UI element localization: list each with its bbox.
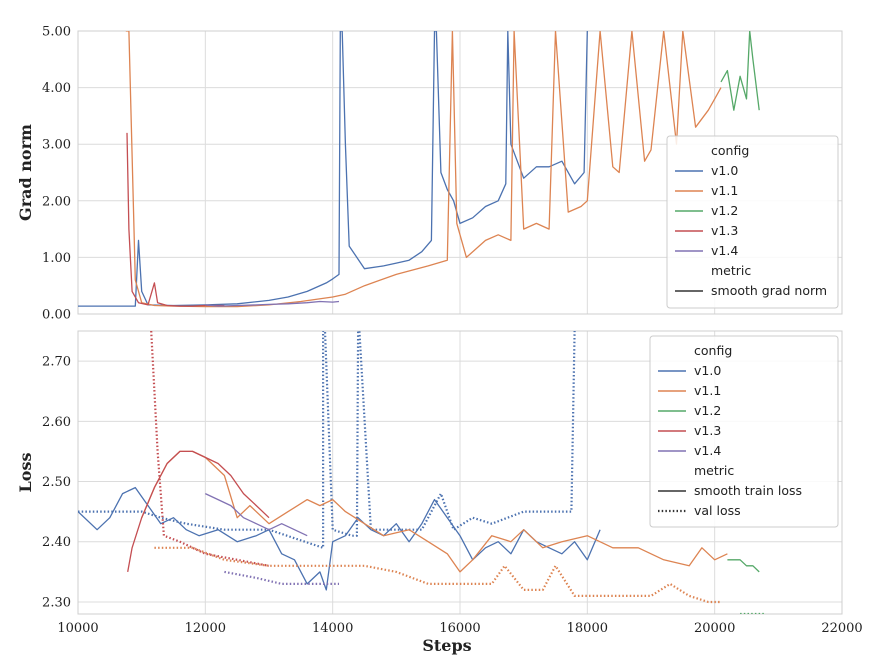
legend-item: v1.1 (711, 183, 738, 198)
y-tick-label: 0.00 (42, 308, 71, 323)
y-tick-label: 4.00 (42, 81, 71, 96)
legend-item: v1.1 (694, 383, 721, 398)
series-v1-3-line (127, 450, 270, 573)
legend: config v1.0 v1.1 v1.2 v1.3 v1.4 metric smooth t… (649, 335, 839, 528)
y-tick-label: 1.00 (42, 251, 71, 266)
y-tick-label: 3.00 (42, 138, 71, 153)
y-tick-label: 2.30 (42, 595, 71, 610)
x-axis-label: Steps (422, 636, 471, 655)
legend-item: v1.0 (711, 163, 738, 178)
legend-header: config (694, 343, 732, 358)
legend-item: v1.2 (694, 403, 721, 418)
series-v1-4-line (205, 300, 340, 307)
legend-header: metric (711, 263, 751, 278)
legend-box (666, 135, 839, 309)
legend-item: v1.3 (694, 423, 721, 438)
legend-item: v1.4 (711, 243, 738, 258)
grad-norm-panel: 0.00 1.00 2.00 3.00 4.00 5.00 Grad norm config v… (16, 25, 843, 323)
y-axis-label: Grad norm (16, 124, 35, 221)
x-tick-label: 16000 (439, 621, 480, 636)
series-v1-2-line (727, 559, 760, 573)
legend-item: v1.2 (711, 203, 738, 218)
axes-frame (77, 330, 843, 615)
loss-panel: 2.30 2.40 2.50 2.60 2.70 10000 12000 14000 16000… (16, 330, 863, 636)
legend-header: config (711, 143, 749, 158)
y-tick-label: 2.50 (42, 475, 71, 490)
series-v1-4-val-loss (224, 570, 339, 586)
legend-item: v1.3 (711, 223, 738, 238)
y-tick-label: 2.00 (42, 194, 71, 209)
series-group (78, 31, 760, 308)
x-tick-label: 12000 (185, 621, 226, 636)
x-tick-label: 22000 (821, 621, 862, 636)
x-tick-label: 14000 (312, 621, 353, 636)
axes-frame (77, 30, 843, 315)
y-axis-label: Loss (16, 453, 35, 493)
legend-header: metric (694, 463, 734, 478)
y-tick-label: 2.70 (42, 355, 71, 370)
legend-style-item: smooth train loss (694, 483, 802, 498)
series-v1-0-val-loss (78, 331, 576, 549)
series-v1-3-val-loss (150, 331, 270, 567)
x-tick-label: 20000 (694, 621, 735, 636)
legend-box (649, 335, 839, 528)
series-v1-3-line (126, 132, 225, 307)
series-v1-0-line (78, 31, 588, 307)
legend-style-item: smooth grad norm (711, 283, 827, 298)
x-tick-label: 18000 (567, 621, 608, 636)
series-v1-1-line (141, 450, 728, 573)
x-tick-label: 10000 (57, 621, 98, 636)
y-tick-label: 2.40 (42, 535, 71, 550)
series-group (78, 331, 766, 614)
y-tick-label: 2.60 (42, 415, 71, 430)
series-v1-2-line (720, 31, 760, 111)
legend-item: v1.0 (694, 363, 721, 378)
series-v1-4-line (205, 493, 308, 537)
legend: config v1.0 v1.1 v1.2 v1.3 v1.4 metric smooth g… (666, 135, 839, 309)
series-v1-1-line (125, 31, 722, 308)
legend-item: v1.4 (694, 443, 721, 458)
legend-style-item: val loss (694, 503, 741, 518)
y-tick-label: 5.00 (42, 25, 71, 40)
series-v1-0-line (78, 486, 601, 591)
